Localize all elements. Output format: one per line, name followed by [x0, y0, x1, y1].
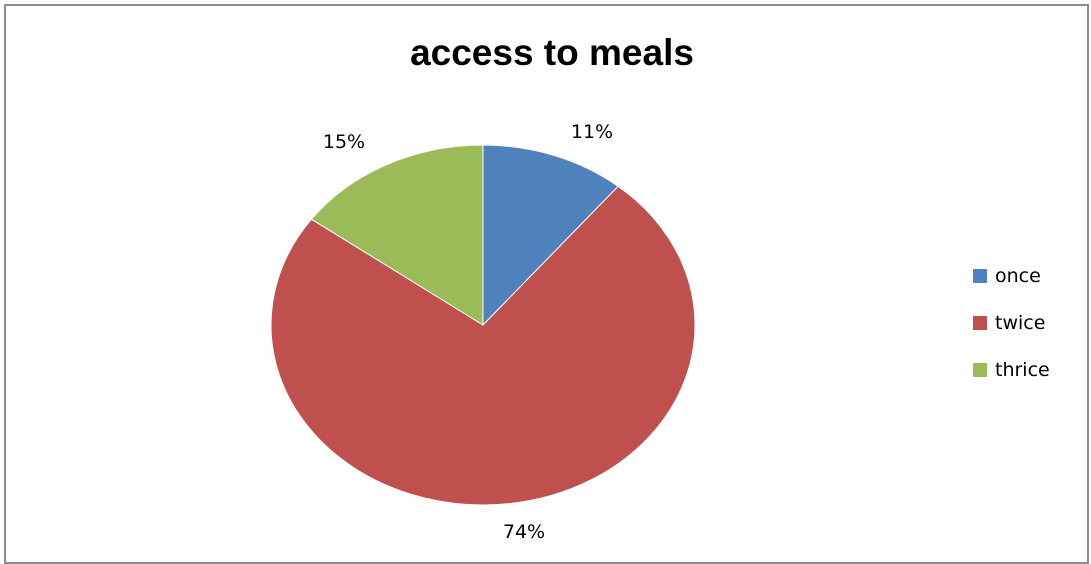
legend-label-once: once — [995, 265, 1041, 287]
data-label-thrice: 15% — [323, 131, 365, 153]
legend-swatch-thrice — [973, 363, 987, 377]
legend-swatch-once — [973, 269, 987, 283]
legend-label-thrice: thrice — [995, 359, 1050, 381]
data-label-twice: 74% — [503, 521, 545, 543]
data-label-once: 11% — [571, 121, 613, 143]
legend-item-once: once — [973, 264, 1050, 288]
legend-label-twice: twice — [995, 312, 1046, 334]
legend-item-thrice: thrice — [973, 358, 1050, 382]
pie-slices — [270, 144, 696, 506]
legend-item-twice: twice — [973, 311, 1050, 335]
legend: once twice thrice — [973, 264, 1050, 405]
pie-slice-thrice — [310, 144, 484, 326]
pie-slice-twice — [270, 185, 696, 506]
pie-slice-once — [482, 144, 619, 327]
chart-title: access to meals — [410, 32, 694, 73]
legend-swatch-twice — [973, 316, 987, 330]
